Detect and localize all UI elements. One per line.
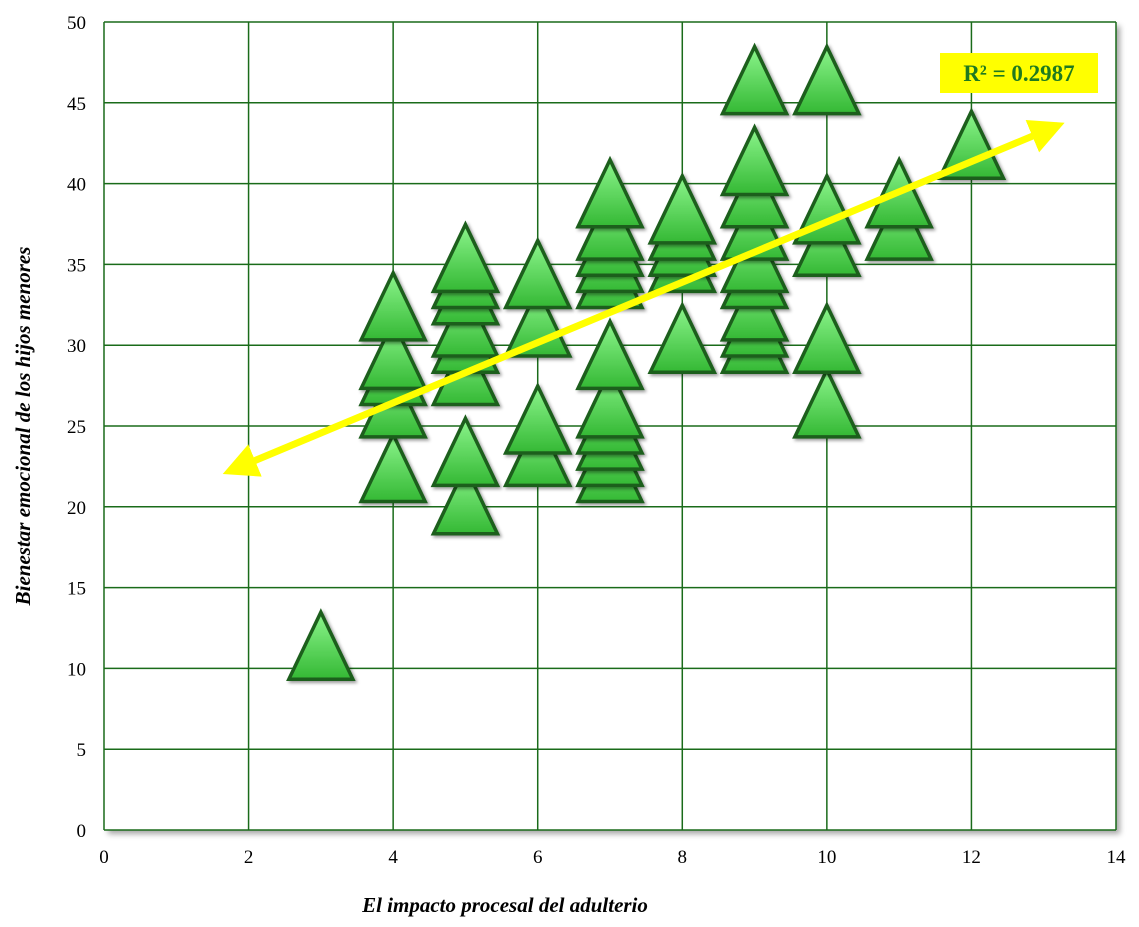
- y-tick-label: 50: [67, 13, 86, 34]
- y-tick-label: 5: [77, 740, 87, 761]
- data-point-triangle: [719, 42, 790, 116]
- x-tick-label: 14: [1107, 847, 1127, 868]
- x-axis-title: El impacto procesal del adulterio: [361, 893, 648, 917]
- y-tick-label: 25: [67, 417, 86, 438]
- x-tick-label: 4: [388, 847, 398, 868]
- x-tick-labels: 0 2 4 6 8 10 12 14: [99, 847, 1126, 868]
- y-tick-label: 15: [67, 579, 86, 600]
- y-tick-label: 0: [77, 821, 87, 842]
- x-tick-label: 8: [678, 847, 688, 868]
- y-tick-label: 20: [67, 498, 86, 519]
- trendline: [222, 120, 1065, 477]
- y-tick-label: 30: [67, 336, 86, 357]
- x-tick-label: 0: [99, 847, 109, 868]
- x-tick-label: 12: [962, 847, 981, 868]
- y-tick-label: 40: [67, 175, 86, 196]
- y-tick-label: 35: [67, 255, 86, 276]
- y-tick-label: 10: [67, 659, 86, 680]
- data-point-triangle: [430, 462, 501, 536]
- x-tick-label: 2: [244, 847, 254, 868]
- r-squared-label: R² = 0.2987: [963, 61, 1074, 86]
- x-tick-label: 10: [817, 847, 836, 868]
- data-point-triangle: [792, 42, 862, 116]
- r-squared-label-bg: [940, 53, 1098, 93]
- y-tick-label: 45: [67, 94, 86, 115]
- y-tick-labels: 0 5 10 15 20 25 30 35 40 45 50: [67, 13, 86, 842]
- y-axis-title: Bienestar emocional de los hijos menores: [11, 247, 35, 607]
- data-point-triangle: [286, 608, 356, 681]
- x-tick-label: 6: [533, 847, 543, 868]
